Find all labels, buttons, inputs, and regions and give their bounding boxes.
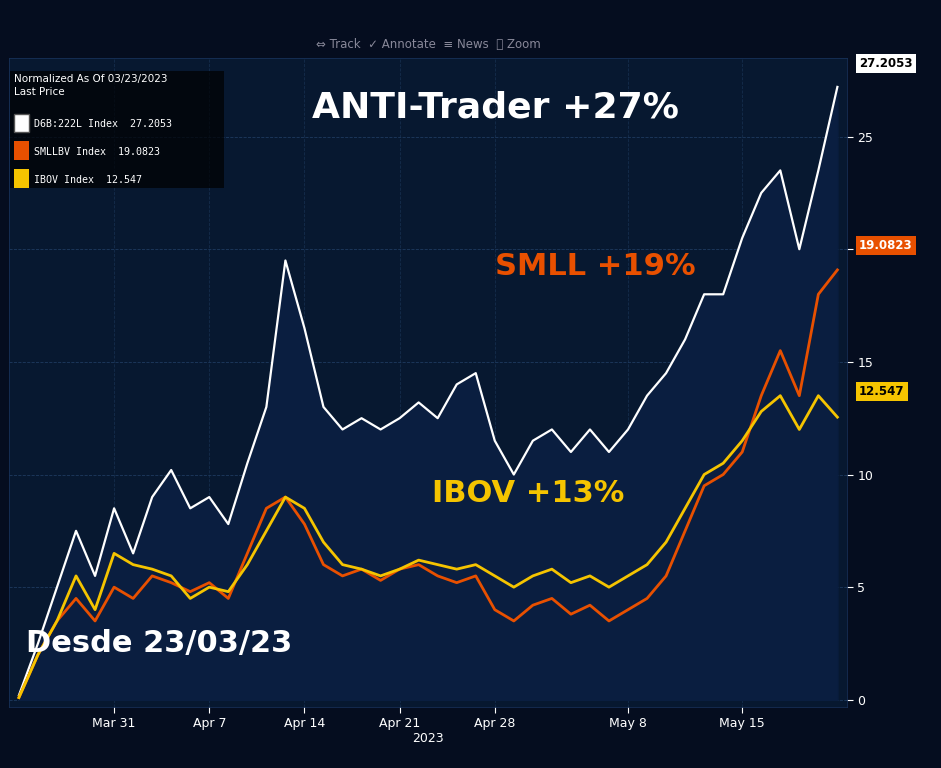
Bar <box>13 170 28 187</box>
Text: IBOV Index  12.547: IBOV Index 12.547 <box>34 175 142 185</box>
Text: 19.0823: 19.0823 <box>859 239 913 252</box>
Bar <box>10 71 224 187</box>
Text: ⇔ Track  ✓ Annotate  ≡ News  🔍 Zoom: ⇔ Track ✓ Annotate ≡ News 🔍 Zoom <box>316 38 540 51</box>
Bar <box>13 141 28 160</box>
Text: 27.2053: 27.2053 <box>859 57 913 70</box>
Text: D6B:222L Index  27.2053: D6B:222L Index 27.2053 <box>34 119 171 129</box>
Text: IBOV +13%: IBOV +13% <box>433 479 625 508</box>
Text: Desde 23/03/23: Desde 23/03/23 <box>26 629 293 657</box>
Bar <box>13 114 28 132</box>
Text: 2023: 2023 <box>412 732 444 745</box>
Text: 12.547: 12.547 <box>859 386 904 399</box>
Text: Normalized As Of 03/23/2023
Last Price: Normalized As Of 03/23/2023 Last Price <box>14 74 167 98</box>
Text: SMLLBV Index  19.0823: SMLLBV Index 19.0823 <box>34 147 160 157</box>
Text: ANTI-Trader +27%: ANTI-Trader +27% <box>311 90 678 124</box>
Text: SMLL +19%: SMLL +19% <box>495 253 696 281</box>
